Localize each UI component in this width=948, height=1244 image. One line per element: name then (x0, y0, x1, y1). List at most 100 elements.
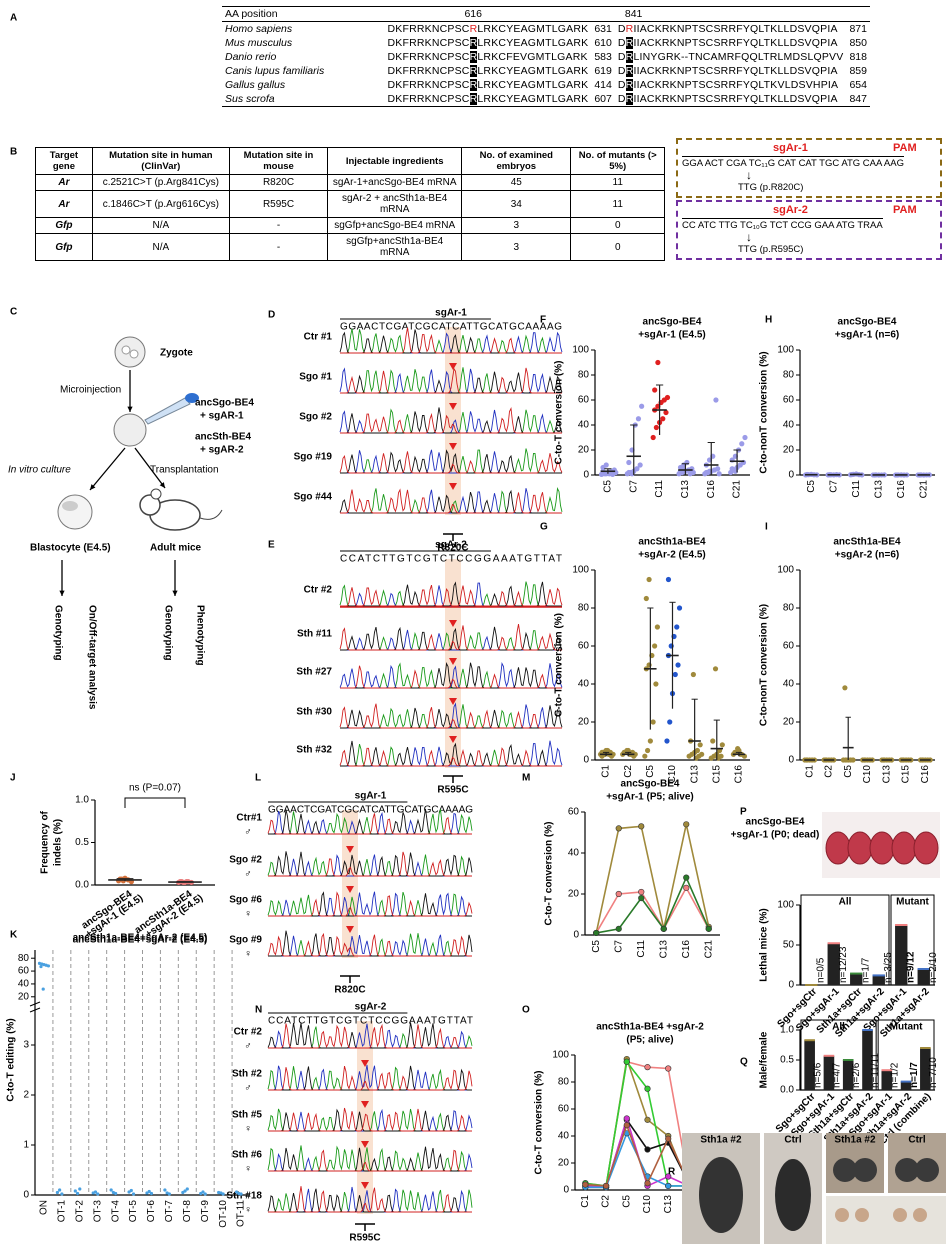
x-tick-label: C7 (628, 480, 639, 493)
arrow-head (172, 590, 178, 596)
x-tick-label: C5 (645, 765, 656, 778)
data-point (674, 624, 680, 630)
series-marker (623, 1122, 630, 1129)
label: Zygote (160, 348, 193, 359)
trace (340, 584, 563, 607)
series-marker (644, 1116, 651, 1123)
x-tick-label: C11 (636, 940, 647, 958)
bar (842, 1060, 854, 1090)
sequence: DKFRRKNCPSCRLRKCYEAGMTLGARK (387, 65, 589, 77)
position: 583 (594, 51, 612, 63)
mouse-photo (833, 1158, 857, 1182)
series-marker (665, 1182, 672, 1190)
value-label: n=9/12 (905, 951, 916, 983)
sex-symbol: ♀ (244, 1205, 252, 1216)
bar (881, 1070, 893, 1090)
cell: R595C (228, 190, 329, 218)
edit-result: TTG (p.R595C) (738, 244, 804, 255)
panel-label: H (765, 315, 772, 326)
y-tick-label: 80 (578, 370, 590, 381)
header-cell: No. of mutants (> 5%) (570, 147, 665, 175)
data-point (626, 459, 632, 466)
testis-photo (913, 1208, 927, 1222)
cell: 3 (461, 217, 572, 234)
mouse-head (139, 494, 161, 516)
label: + sgAR-1 (200, 411, 244, 422)
header-cell: Injectable ingredients (327, 147, 463, 175)
x-tick-label: C11 (654, 480, 665, 498)
data-point (694, 747, 701, 754)
header-cell: Mutation site in mouse (228, 147, 329, 175)
photo-embryo (913, 831, 939, 865)
y-tick-label: 40 (578, 679, 590, 690)
data-point (78, 1187, 82, 1191)
chart-title: (P5; alive) (626, 1035, 673, 1046)
bar (895, 925, 908, 985)
bar (900, 1081, 912, 1090)
y-tick-label: 100 (777, 565, 794, 576)
species: Mus musculus (225, 37, 293, 49)
value-label: n=7/10 (928, 1057, 939, 1088)
label: sgAr-2 (355, 1002, 387, 1013)
y-tick-label: 20 (578, 717, 590, 728)
y-tick-label: 40 (783, 679, 795, 690)
alignment-row: Homo sapiens DKFRRKNCPSCRLRKCYEAGMTLGARK 6… (222, 22, 870, 37)
species: Gallus gallus (225, 79, 286, 91)
data-point (234, 1190, 239, 1194)
sample-label: Sgo #9 (229, 935, 262, 946)
sample-label: Sgo #44 (294, 492, 333, 503)
data-point (127, 1190, 131, 1194)
value-label: n=3/25 (883, 952, 894, 983)
x-tick-label: C10 (667, 765, 678, 784)
data-point (697, 742, 703, 748)
label: Adult mice (150, 543, 202, 554)
label: Phenotyping (194, 605, 205, 666)
y-tick-label: 40 (558, 1131, 570, 1142)
label: + sgAR-2 (200, 445, 244, 456)
y-tick-label: 60 (18, 966, 30, 977)
table-row: Gfp N/A - sgGfp+ancSth1a-BE4 mRNA 3 0 (35, 233, 665, 261)
series-line (595, 824, 710, 934)
chart-title: +sgAr-2 (E4.5) (638, 550, 706, 561)
x-tick-label: C2 (601, 1195, 612, 1208)
data-point (719, 742, 725, 748)
panel-label: F (540, 315, 546, 326)
data-point (167, 1192, 171, 1196)
photo-embryo (891, 831, 917, 865)
chart-title: ancSth1a-BE4 +sgAr-2 (596, 1022, 704, 1033)
y-axis-label: Lethal mice (%) (759, 908, 770, 981)
y-tick-label: 60 (558, 1104, 570, 1115)
series-marker (615, 890, 622, 898)
y-tick-label: 100 (572, 565, 589, 576)
data-point (73, 1189, 77, 1193)
y-tick-label: 1.0 (75, 795, 89, 806)
guide-box: sgAr-2 PAM CC ATC TTG TC₁₀G TCT CCG GAA … (676, 200, 942, 260)
significance-bracket (124, 797, 186, 808)
cell: c.1846C>T (p.Arg616Cys) (91, 190, 230, 218)
testis-photo (855, 1208, 869, 1222)
pronucleus (129, 349, 139, 359)
table-row: Ar c.2521C>T (p.Arg841Cys) R820C sgAr-1+anc… (35, 174, 665, 191)
y-tick-label: 100 (572, 345, 589, 356)
label: R595C (349, 1233, 380, 1244)
y-tick-label: 40 (18, 979, 30, 990)
guide-name: sgAr-1 (773, 142, 808, 154)
sex-symbol: ♀ (244, 909, 252, 920)
sequence: DKFRRKNCPSCRLRKCYEAGMTLGARK (387, 23, 589, 35)
edit-arrow (361, 1060, 369, 1067)
data-point (181, 1190, 185, 1195)
x-tick-label: C1 (580, 1195, 591, 1208)
sequence: DRIIACKRKNPTSCSRRFYQLTKLLDSVQPIA (617, 93, 838, 105)
guide-sequence: GGA ACT CGA TC₁₁G CAT CAT TGC ATG CAA AA… (682, 156, 904, 169)
x-tick-label: C13 (689, 765, 700, 784)
data-point (643, 595, 649, 602)
data-point (634, 466, 640, 472)
edit-arrow (449, 658, 457, 665)
y-axis-label: C-to-T conversion (%) (554, 361, 565, 465)
guide-box: sgAr-1 PAM GGA ACT CGA TC₁₁G CAT CAT TGC… (676, 138, 942, 198)
position: 619 (594, 65, 612, 77)
photo-embryo (825, 831, 851, 865)
arrow-head (127, 406, 133, 412)
sample-label: Sth #6 (232, 1150, 262, 1161)
data-point (718, 753, 724, 759)
